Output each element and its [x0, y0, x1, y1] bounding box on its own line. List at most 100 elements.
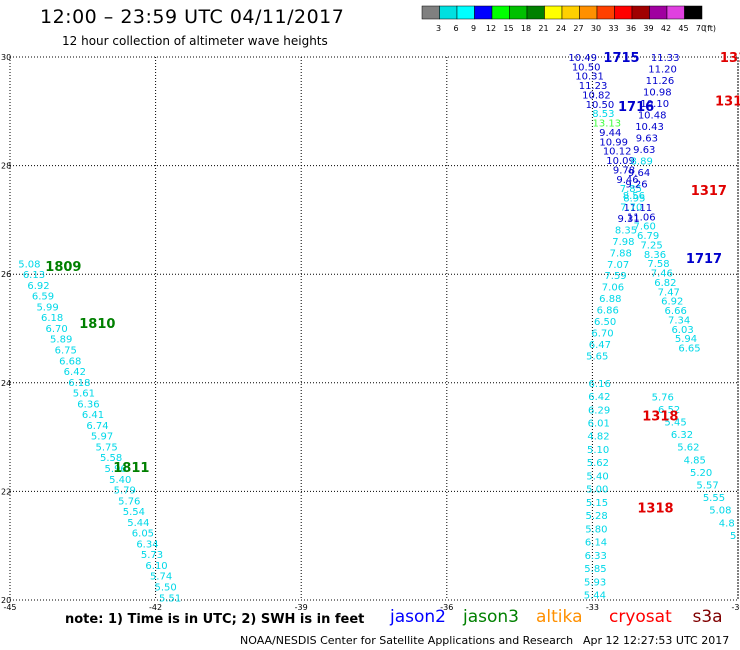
legend-swatch — [439, 5, 458, 20]
wave-height-value: 8.89 — [631, 156, 653, 167]
wave-height-value: 5.65 — [586, 352, 608, 363]
legend-label: 30 — [591, 24, 601, 33]
legend-swatch — [631, 5, 650, 20]
legend-label: 9 — [471, 24, 476, 33]
legend-swatch — [421, 5, 440, 20]
legend-swatch — [526, 5, 545, 20]
pass-time-label: 1717 — [686, 252, 722, 267]
y-tick-label: 22 — [1, 487, 11, 496]
wave-height-value: 8.35 — [615, 225, 637, 236]
wave-height-value: 7.46 — [651, 269, 673, 280]
wave-height-value: 5.73 — [141, 550, 163, 561]
wave-height-value: 6.03 — [671, 325, 693, 336]
legend-swatch — [561, 5, 580, 20]
y-tick-label: 20 — [1, 596, 11, 605]
wave-height-value: 6.79 — [637, 231, 659, 242]
legend-label: 15 — [503, 24, 513, 33]
legend-label: 12 — [486, 24, 496, 33]
wave-height-value: 5.20 — [690, 468, 712, 479]
x-tick-label: -33 — [586, 603, 599, 612]
wave-height-value: 11.23 — [579, 81, 608, 92]
x-tick-label: -45 — [3, 603, 16, 612]
wave-height-value: 5.80 — [585, 524, 607, 535]
legend-label: 45 — [678, 24, 688, 33]
wave-height-value: 6.92 — [661, 297, 683, 308]
legend-swatch — [666, 5, 685, 20]
wave-height-value: 7.85 — [620, 184, 642, 195]
wave-height-value: 10.50 — [586, 100, 615, 111]
wave-height-value: 6.59 — [32, 292, 54, 303]
wave-height-value: 6.33 — [585, 551, 607, 562]
chart-title: 12:00 – 23:59 UTC 04/11/2017 — [40, 6, 345, 28]
wave-height-value: 13.13 — [592, 119, 621, 130]
legend-label: 33 — [608, 24, 618, 33]
wave-height-value: 10.12 — [603, 147, 632, 158]
satellite-jason2: jason2 — [390, 607, 446, 627]
pass-time-label: 1715 — [603, 51, 639, 66]
wave-height-value: 5.44 — [584, 591, 606, 602]
wave-height-value: 7.25 — [640, 240, 662, 251]
wave-height-value: 10.48 — [638, 110, 667, 121]
legend-label: 3 — [436, 24, 441, 33]
wave-height-value: 5.58 — [100, 453, 122, 464]
wave-height-value: 11.11 — [623, 203, 652, 214]
pass-time-label: 1315 — [720, 51, 740, 66]
y-tick-label: 24 — [1, 379, 11, 388]
legend-swatch — [509, 5, 528, 20]
legend-label: 21 — [538, 24, 548, 33]
footer-note: note: 1) Time is in UTC; 2) SWH is in fe… — [65, 612, 365, 627]
wave-height-value: 6.75 — [55, 346, 77, 357]
legend-unit: (ft) — [704, 24, 716, 33]
wave-height-value: 5.76 — [118, 496, 140, 507]
wave-height-value: 5.93 — [584, 577, 606, 588]
legend-swatch — [579, 5, 598, 20]
wave-height-value: 6.74 — [86, 421, 108, 432]
wave-height-value: 7.88 — [610, 248, 632, 259]
legend-label: 27 — [573, 24, 583, 33]
wave-height-value: 5.08 — [18, 259, 40, 270]
legend-label: 18 — [521, 24, 531, 33]
wave-height-value: 6.18 — [41, 313, 63, 324]
x-tick-label: -36 — [440, 603, 453, 612]
y-tick-label: 28 — [1, 162, 11, 171]
legend-label: 70 — [696, 24, 706, 33]
credit-line: NOAA/NESDIS Center for Satellite Applica… — [240, 634, 574, 647]
wave-height-value: 6.92 — [27, 281, 49, 292]
wave-height-value: 5.54 — [123, 507, 145, 518]
wave-height-color-legend: 3 6 9 12 15 18 21 24 27 30 33 36 39 42 45 70(ft) — [421, 5, 716, 33]
satellite-altika: altika — [536, 607, 583, 627]
wave-height-value: 5.85 — [584, 564, 606, 575]
wave-height-value: 7.58 — [647, 259, 669, 270]
wave-height-value: 6.65 — [678, 344, 700, 355]
wave-height-value: 6.32 — [671, 430, 693, 441]
wave-height-value: 8.53 — [592, 109, 614, 120]
legend-swatch — [491, 5, 510, 20]
wave-height-value: 5.94 — [675, 334, 697, 345]
wave-height-value: 6.42 — [588, 392, 610, 403]
wave-height-value: 4.8 — [719, 518, 735, 529]
wave-height-value: 5.51 — [159, 593, 181, 604]
wave-height-value: 5.61 — [73, 389, 95, 400]
wave-height-value: 6.18 — [68, 378, 90, 389]
wave-height-value: 5.40 — [586, 471, 608, 482]
wave-height-value: 5.40 — [109, 475, 131, 486]
wave-height-value: 9.46 — [616, 175, 638, 186]
wave-height-value: 5.62 — [677, 443, 699, 454]
wave-height-value: 7.70 — [620, 202, 642, 213]
pass-time-label: 1317 — [691, 184, 727, 199]
pass-time-label: 1809 — [45, 260, 81, 275]
wave-height-value: 5.89 — [50, 335, 72, 346]
wave-height-value: 6.34 — [136, 539, 158, 550]
wave-height-value: 7.34 — [668, 315, 690, 326]
wave-height-value: 5.79 — [114, 486, 136, 497]
wave-height-value: 5.08 — [709, 506, 731, 517]
wave-height-value: 4.82 — [587, 432, 609, 443]
legend-label: 6 — [453, 24, 458, 33]
wave-height-value: 10.99 — [599, 137, 628, 148]
wave-height-value: 6.86 — [597, 306, 619, 317]
wave-height-value: 6.47 — [589, 340, 611, 351]
wave-height-value: 6.42 — [64, 367, 86, 378]
legend-swatch — [614, 5, 633, 20]
wave-height-value: 5 — [730, 531, 736, 542]
